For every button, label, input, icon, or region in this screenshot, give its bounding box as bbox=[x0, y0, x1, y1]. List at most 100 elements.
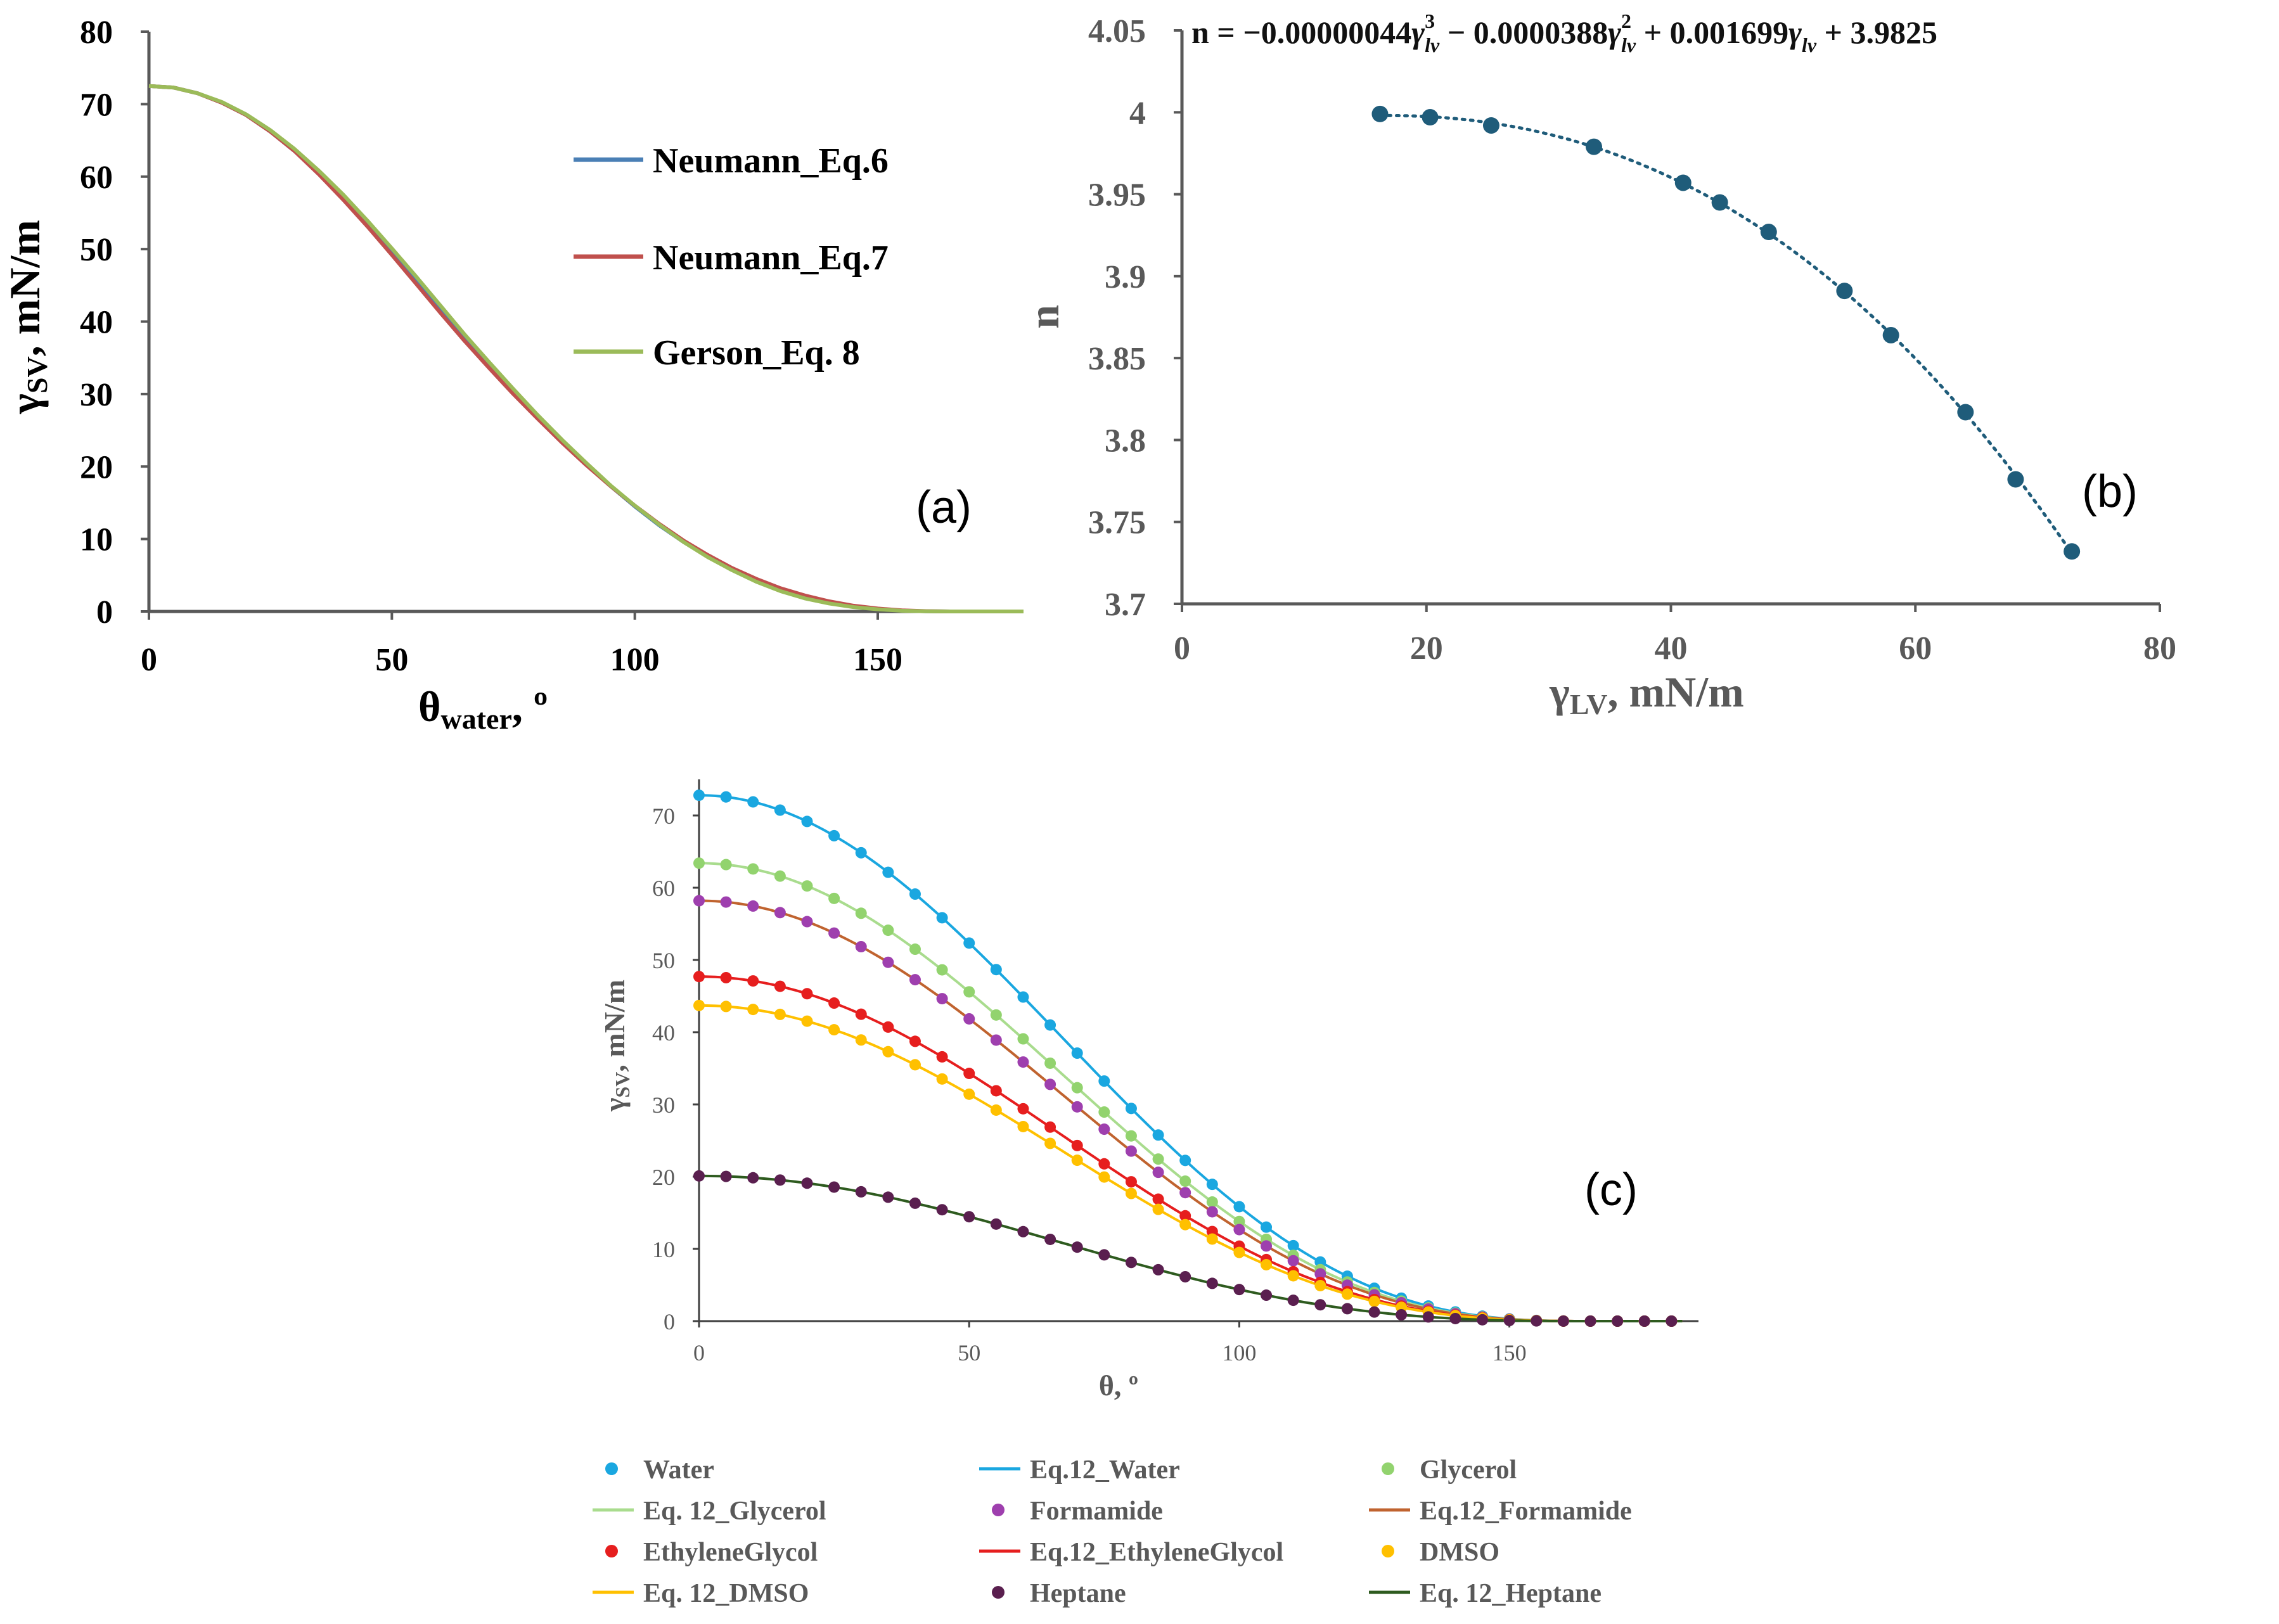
panel-b-data-point bbox=[1711, 194, 1728, 211]
panel-c-marker-1 bbox=[1179, 1154, 1191, 1167]
panel-c-legend-label: DMSO bbox=[1420, 1538, 1499, 1567]
panel-c-marker-4 bbox=[693, 971, 705, 983]
panel-b-trendline bbox=[1378, 113, 2072, 554]
panel-c-marker-3 bbox=[1071, 1101, 1083, 1113]
panel-c-marker-6 bbox=[1368, 1306, 1380, 1318]
panel-c-marker-2 bbox=[1044, 1057, 1056, 1069]
panel-a-y-ticks: 0 10 20 30 40 50 60 70 80 bbox=[80, 15, 149, 630]
panel-c-marker-1 bbox=[963, 937, 975, 949]
panel-c-marker-6 bbox=[1449, 1312, 1461, 1324]
panel-c-marker-3 bbox=[747, 900, 759, 912]
panel-b-y-axis-label: n bbox=[1020, 305, 1068, 329]
panel-c-marker-2 bbox=[855, 907, 867, 919]
panel-a-x-tick-label: 100 bbox=[610, 642, 660, 678]
panel-c-marker-3 bbox=[882, 956, 894, 968]
panel-c-marker-1 bbox=[1261, 1221, 1273, 1233]
panel-c-marker-3 bbox=[1017, 1056, 1029, 1068]
panel-a-y-axis-label: γSV, mN/m bbox=[1, 220, 53, 414]
panel-c-marker-1 bbox=[882, 866, 894, 878]
panel-a-series-line-3 bbox=[148, 84, 1024, 613]
panel-c-legend-label: Eq. 12_Glycerol bbox=[643, 1497, 826, 1526]
panel-c-marker-3 bbox=[720, 896, 732, 908]
panel-c-marker-6 bbox=[963, 1211, 975, 1223]
panel-c-marker-5 bbox=[1261, 1258, 1273, 1270]
panel-c-y-tick-label: 10 bbox=[652, 1237, 675, 1262]
panel-a-legend: Neumann_Eq.6 Neumann_Eq.7 Gerson_Eq. 8 bbox=[574, 141, 889, 373]
panel-c-marker-2 bbox=[747, 863, 759, 875]
panel-c-marker-1 bbox=[801, 815, 813, 828]
panel-c-marker-1 bbox=[828, 829, 840, 841]
panel-b-y-tick-label: 4.05 bbox=[1088, 13, 1146, 49]
panel-c-fit-line-5 bbox=[698, 1004, 1683, 1322]
panel-c-marker-5 bbox=[1314, 1279, 1326, 1291]
panel-c-marker-5 bbox=[855, 1034, 867, 1046]
panel-c-marker-6 bbox=[1477, 1314, 1489, 1326]
panel-c-marker-2 bbox=[720, 859, 732, 871]
panel-b-y-tick-label: 4 bbox=[1129, 95, 1146, 131]
panel-c-marker-6 bbox=[1341, 1303, 1353, 1315]
panel-c-marker-4 bbox=[936, 1051, 948, 1063]
panel-a-x-tick-label: 150 bbox=[853, 642, 902, 678]
panel-c-y-tick-label: 30 bbox=[652, 1092, 675, 1118]
panel-c-marker-5 bbox=[1206, 1233, 1218, 1245]
panel-c-marker-6 bbox=[1584, 1315, 1596, 1327]
panel-b-y-tick-label: 3.75 bbox=[1088, 505, 1146, 541]
panel-c-legend-marker bbox=[605, 1462, 618, 1475]
panel-c-marker-2 bbox=[882, 924, 894, 937]
panel-c-marker-2 bbox=[990, 1009, 1002, 1021]
panel-c-marker-1 bbox=[855, 847, 867, 859]
panel-c-x-ticks: 0 50 100 150 bbox=[693, 1321, 1527, 1365]
panel-c-y-tick-label: 70 bbox=[652, 803, 675, 829]
panel-c-marker-2 bbox=[801, 880, 813, 892]
panel-c-y-axis-label: γSV, mN/m bbox=[598, 980, 634, 1112]
panel-b: 3.7 3.75 3.8 3.85 3.9 3.95 4 4.05 0 20 40 60 80 n γ… bbox=[1020, 10, 2176, 720]
panel-b-x-tick-label: 20 bbox=[1410, 630, 1443, 667]
panel-c-marker-1 bbox=[1287, 1239, 1299, 1251]
panel-c-x-axis-label: θ, º bbox=[1099, 1369, 1138, 1402]
panel-c-legend-label: Formamide bbox=[1030, 1497, 1163, 1526]
panel-a-x-axis-label: θwater, º bbox=[418, 682, 548, 735]
panel-c-x-tick-label: 150 bbox=[1493, 1340, 1527, 1365]
panel-c-marker-2 bbox=[1017, 1033, 1029, 1045]
panel-c-marker-4 bbox=[1017, 1103, 1029, 1115]
panel-c-marker-2 bbox=[774, 870, 786, 882]
panel-b-trend-equation: n = −0.00000044γ3 lv − 0.0000388γ2 lv + 0.… bbox=[1191, 10, 1937, 56]
panel-c-marker-5 bbox=[747, 1004, 759, 1016]
panel-c-legend-label: Eq. 12_DMSO bbox=[643, 1579, 809, 1608]
panel-c-marker-6 bbox=[1503, 1315, 1515, 1327]
panel-c-marker-4 bbox=[1152, 1193, 1164, 1205]
panel-c-marker-2 bbox=[1152, 1153, 1164, 1165]
panel-c-marker-5 bbox=[936, 1073, 948, 1085]
panel-b-data-point bbox=[1422, 109, 1439, 126]
panel-c-y-tick-label: 0 bbox=[664, 1309, 675, 1334]
panel-b-data-point bbox=[2064, 543, 2081, 560]
panel-b-label: (b) bbox=[2082, 466, 2138, 517]
panel-c-marker-4 bbox=[720, 971, 732, 983]
panel-c-marker-4 bbox=[1098, 1158, 1110, 1170]
panel-c-marker-5 bbox=[774, 1008, 786, 1020]
panel-b-y-tick-label: 3.8 bbox=[1105, 423, 1146, 459]
panel-a-y-tick-label: 20 bbox=[80, 449, 113, 485]
panel-c-marker-1 bbox=[693, 790, 705, 802]
panel-c-marker-1 bbox=[774, 804, 786, 816]
panel-c-marker-3 bbox=[936, 993, 948, 1005]
panel-b-data-point bbox=[1882, 326, 1899, 343]
panel-c-x-tick-label: 0 bbox=[693, 1340, 705, 1365]
panel-c-markers bbox=[693, 790, 1678, 1327]
panel-b-x-tick-label: 80 bbox=[2143, 630, 2176, 667]
panel-b-y-tick-label: 3.9 bbox=[1105, 259, 1146, 295]
panel-c-fit-line-4 bbox=[698, 975, 1683, 1322]
panel-c-legend-label: Eq.12_EthyleneGlycol bbox=[1030, 1538, 1283, 1567]
panel-b-data-point bbox=[1836, 283, 1853, 300]
panel-c-label: (c) bbox=[1584, 1165, 1638, 1215]
panel-c-marker-2 bbox=[909, 943, 921, 956]
panel-b-data-point bbox=[1482, 117, 1499, 134]
panel-c-marker-5 bbox=[1368, 1295, 1380, 1307]
panel-c-marker-5 bbox=[1233, 1246, 1245, 1258]
panel-c-marker-1 bbox=[1071, 1047, 1083, 1059]
panel-c-marker-3 bbox=[990, 1034, 1002, 1046]
panel-c-marker-4 bbox=[909, 1035, 921, 1047]
panel-c-fit-line-3 bbox=[698, 899, 1683, 1322]
panel-c-marker-4 bbox=[801, 988, 813, 1000]
panel-c-marker-6 bbox=[1638, 1315, 1650, 1327]
